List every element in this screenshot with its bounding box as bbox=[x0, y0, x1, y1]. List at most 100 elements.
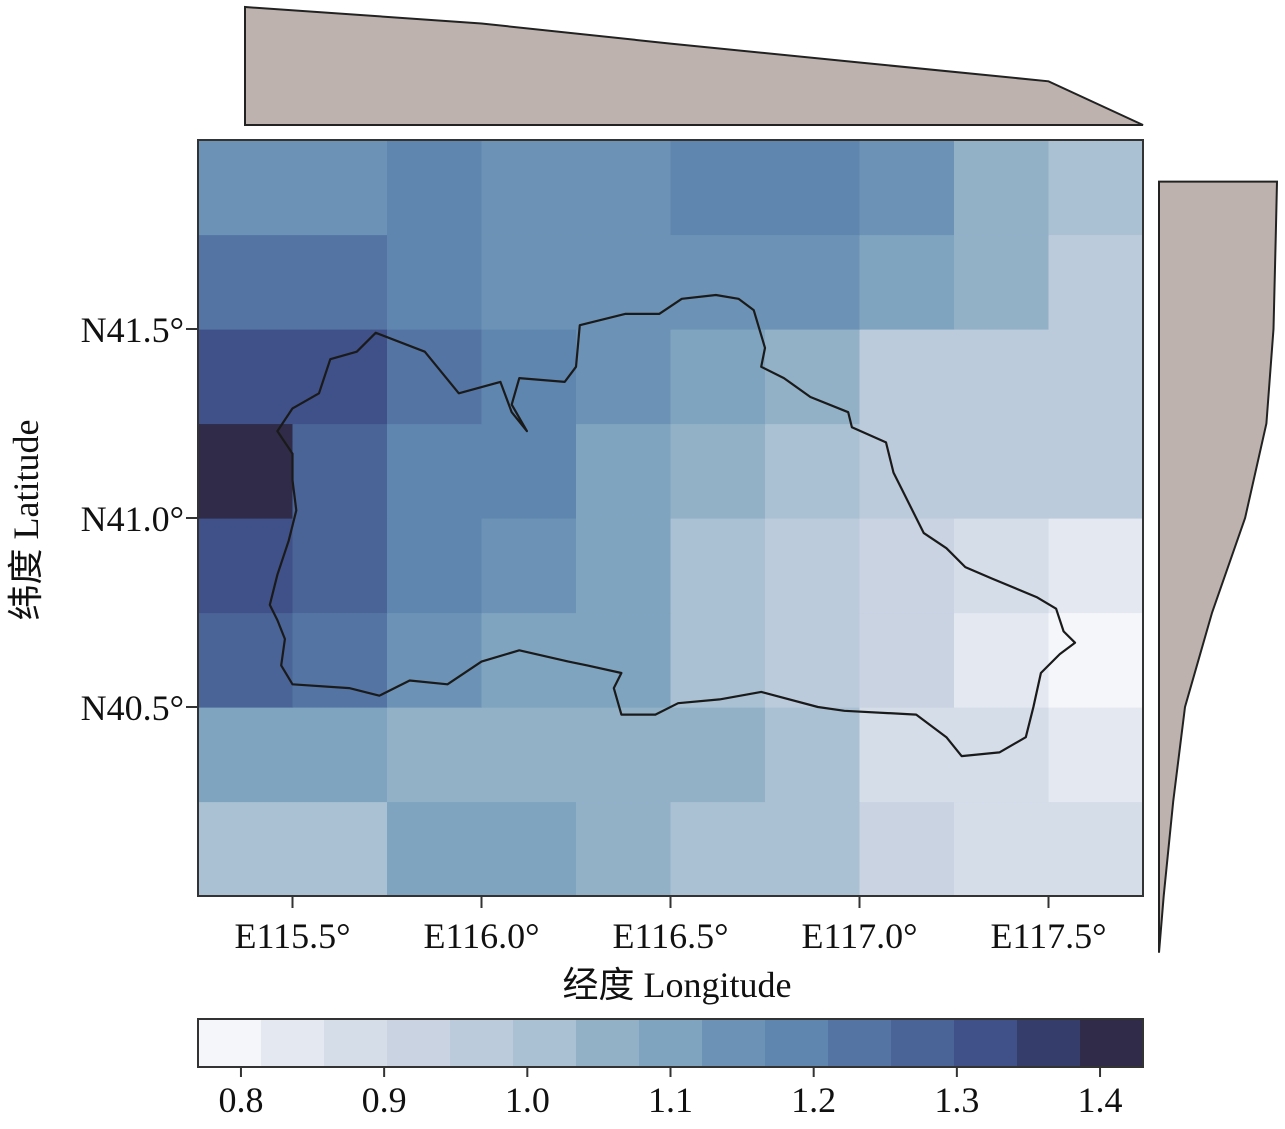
heatmap-cell bbox=[387, 423, 483, 519]
heatmap-cell bbox=[670, 518, 766, 614]
heatmap-cell bbox=[859, 234, 955, 330]
heatmap-cell bbox=[954, 801, 1050, 897]
heatmap-cell bbox=[198, 234, 294, 330]
x-tick-label: E117.5° bbox=[990, 916, 1106, 956]
heatmap-cell bbox=[765, 518, 861, 614]
colorbar-tick-label: 1.2 bbox=[791, 1080, 836, 1120]
marginal-density-right bbox=[1158, 180, 1279, 953]
colorbar-swatch bbox=[324, 1019, 388, 1067]
heatmap-cell bbox=[859, 140, 955, 236]
heatmap-cell bbox=[481, 801, 577, 897]
colorbar-swatch bbox=[1080, 1019, 1144, 1067]
heatmap-cell bbox=[292, 140, 388, 236]
heatmap-cell bbox=[859, 801, 955, 897]
heatmap-cell bbox=[198, 801, 294, 897]
heatmap-cell bbox=[576, 140, 672, 236]
heatmap-cell bbox=[859, 518, 955, 614]
heatmap-cell bbox=[954, 140, 1050, 236]
heatmap-cell bbox=[198, 140, 294, 236]
heatmap-cell bbox=[292, 518, 388, 614]
heatmap-cell bbox=[765, 423, 861, 519]
heatmap-cell bbox=[765, 140, 861, 236]
heatmap-cell bbox=[765, 707, 861, 803]
colorbar-swatch bbox=[450, 1019, 514, 1067]
heatmap-cell bbox=[198, 423, 294, 519]
heatmap-cell bbox=[481, 518, 577, 614]
colorbar-swatch bbox=[828, 1019, 892, 1067]
marginal-density-top bbox=[244, 5, 1144, 126]
heatmap-cell bbox=[765, 612, 861, 708]
heatmap-cell bbox=[292, 234, 388, 330]
colorbar-tick-label: 1.3 bbox=[934, 1080, 979, 1120]
heatmap-cell bbox=[670, 707, 766, 803]
marginal-right-area bbox=[1158, 180, 1279, 953]
heatmap-cell bbox=[481, 234, 577, 330]
heatmap-cell bbox=[1048, 801, 1144, 897]
colorbar-tick-label: 1.4 bbox=[1078, 1080, 1123, 1120]
heatmap-cell bbox=[481, 423, 577, 519]
heatmap-cell bbox=[387, 234, 483, 330]
heatmap-cell bbox=[576, 801, 672, 897]
colorbar-swatch bbox=[1017, 1019, 1081, 1067]
heatmap-cell bbox=[198, 612, 294, 708]
colorbar-swatch bbox=[639, 1019, 703, 1067]
heatmap-cell bbox=[387, 518, 483, 614]
colorbar-swatch bbox=[198, 1019, 262, 1067]
basin-boundary bbox=[268, 293, 1077, 758]
heatmap-cell bbox=[670, 234, 766, 330]
x-tick-label: E117.0° bbox=[801, 916, 917, 956]
x-tick-label: E115.5° bbox=[234, 916, 350, 956]
heatmap-cell bbox=[859, 707, 955, 803]
colorbar-swatch bbox=[891, 1019, 955, 1067]
heatmap-cell bbox=[859, 612, 955, 708]
colorbar bbox=[197, 1018, 1144, 1068]
colorbar-swatch bbox=[765, 1019, 829, 1067]
colorbar-tick-label: 0.9 bbox=[362, 1080, 407, 1120]
y-axis-ticks: N40.5° N41.0° N41.5° bbox=[81, 310, 198, 728]
y-tick-label: N40.5° bbox=[81, 688, 184, 728]
heatmap-cell bbox=[954, 518, 1050, 614]
boundary-line bbox=[268, 293, 1077, 758]
colorbar-swatch bbox=[513, 1019, 577, 1067]
heatmap-cell bbox=[198, 707, 294, 803]
heatmap-cell bbox=[292, 329, 388, 425]
heatmap-cell bbox=[859, 329, 955, 425]
heatmap-cell bbox=[1048, 329, 1144, 425]
heatmap-cell bbox=[1048, 612, 1144, 708]
x-axis-ticks: E115.5° E116.0° E116.5° E117.0° E117.5° bbox=[234, 896, 1107, 956]
colorbar-swatch bbox=[387, 1019, 451, 1067]
heatmap-cell bbox=[292, 707, 388, 803]
heatmap-cell bbox=[481, 140, 577, 236]
colorbar-swatch bbox=[261, 1019, 325, 1067]
heatmap-cell bbox=[198, 329, 294, 425]
heatmap-cell bbox=[765, 234, 861, 330]
colorbar-swatch bbox=[954, 1019, 1018, 1067]
colorbar-tick-label: 0.8 bbox=[218, 1080, 263, 1120]
heatmap-cell bbox=[954, 423, 1050, 519]
heatmap-cell bbox=[387, 707, 483, 803]
heatmap-cell bbox=[481, 707, 577, 803]
heatmap-cell bbox=[576, 518, 672, 614]
y-tick-label: N41.5° bbox=[81, 310, 184, 350]
heatmap-cell bbox=[954, 329, 1050, 425]
x-tick-label: E116.5° bbox=[612, 916, 728, 956]
heatmap-cell bbox=[576, 707, 672, 803]
heatmap-cell bbox=[1048, 140, 1144, 236]
heatmap-cell bbox=[954, 234, 1050, 330]
heatmap-cell bbox=[765, 801, 861, 897]
heatmap-cell bbox=[292, 423, 388, 519]
colorbar-tick-label: 1.1 bbox=[648, 1080, 693, 1120]
heatmap-cell bbox=[1048, 707, 1144, 803]
y-axis-label: 纬度 Latitude bbox=[6, 420, 46, 621]
heatmap-cell bbox=[670, 140, 766, 236]
heatmap-cell bbox=[670, 801, 766, 897]
heatmap-cell bbox=[292, 801, 388, 897]
heatmap-cell bbox=[1048, 423, 1144, 519]
heatmap-cell bbox=[670, 329, 766, 425]
heatmap-cell bbox=[1048, 518, 1144, 614]
heatmap-cell bbox=[387, 612, 483, 708]
heatmap-cell bbox=[387, 140, 483, 236]
heatmap-cell bbox=[481, 329, 577, 425]
heatmap-cell bbox=[576, 612, 672, 708]
